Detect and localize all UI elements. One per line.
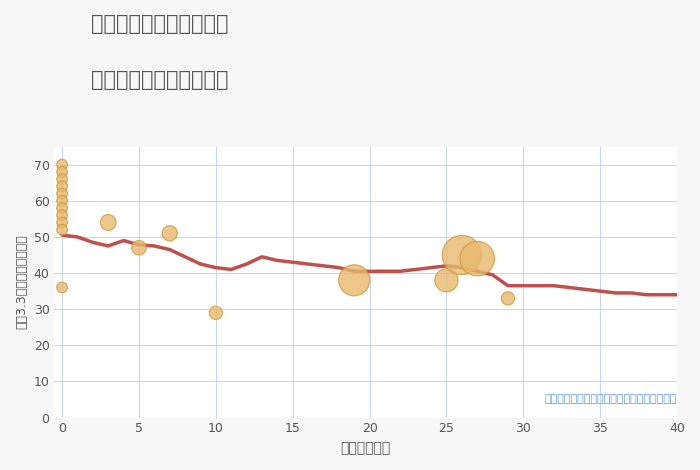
Point: [57, 161, 68, 168]
Point: [349, 276, 360, 284]
X-axis label: 築年数（年）: 築年数（年）: [341, 441, 391, 455]
Point: [57, 190, 68, 197]
Point: [57, 204, 68, 212]
Point: [57, 182, 68, 190]
Point: [57, 175, 68, 183]
Point: [503, 295, 514, 302]
Point: [210, 309, 221, 317]
Point: [134, 244, 145, 251]
Point: [57, 197, 68, 204]
Text: 築年数別中古戸建て価格: 築年数別中古戸建て価格: [91, 70, 228, 91]
Y-axis label: 坪（3.3㎡）単価（万円）: 坪（3.3㎡）単価（万円）: [15, 235, 28, 329]
Point: [456, 251, 468, 259]
Text: 円の大きさは、取引のあった物件面積を示す: 円の大きさは、取引のあった物件面積を示す: [545, 394, 677, 404]
Point: [57, 212, 68, 219]
Text: 神奈川県秦野市下大槻の: 神奈川県秦野市下大槻の: [91, 14, 228, 34]
Point: [472, 255, 483, 262]
Point: [441, 276, 452, 284]
Point: [57, 219, 68, 226]
Point: [57, 168, 68, 176]
Point: [164, 229, 175, 237]
Point: [103, 219, 114, 226]
Point: [57, 284, 68, 291]
Point: [57, 226, 68, 234]
